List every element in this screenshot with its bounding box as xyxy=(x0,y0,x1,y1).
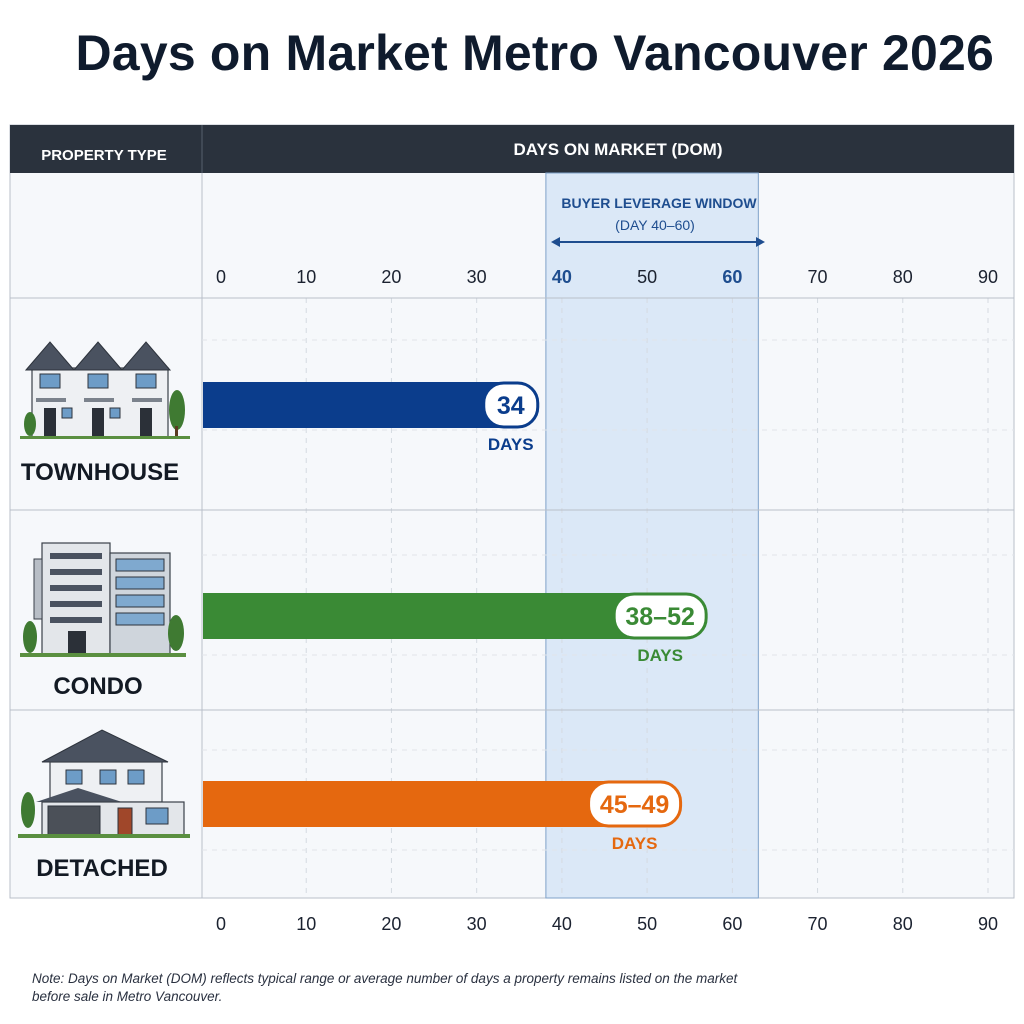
header-days-on-market: DAYS ON MARKET (DOM) xyxy=(513,140,722,159)
data-label-unit: DAYS xyxy=(637,646,683,665)
x-tick-label-bottom: 20 xyxy=(381,914,401,934)
data-label-unit: DAYS xyxy=(488,435,534,454)
header-bar xyxy=(10,125,1014,173)
x-tick-label-top: 0 xyxy=(216,267,226,287)
x-tick-label-bottom: 60 xyxy=(722,914,742,934)
buyer-leverage-window xyxy=(545,172,759,899)
condo-building-icon xyxy=(20,542,186,657)
category-label-condo: CONDO xyxy=(53,673,142,700)
header-property-type: PROPERTY TYPE xyxy=(41,147,167,164)
x-tick-label-bottom: 70 xyxy=(808,914,828,934)
x-tick-label-bottom: 80 xyxy=(893,914,913,934)
x-tick-label-top: 10 xyxy=(296,267,316,287)
leverage-window-label: BUYER LEVERAGE WINDOW xyxy=(561,195,757,211)
bar-detached xyxy=(203,781,639,827)
x-tick-label-top: 90 xyxy=(978,267,998,287)
x-tick-label-bottom: 40 xyxy=(552,914,572,934)
category-label-townhouse: TOWNHOUSE xyxy=(21,459,179,486)
x-axis-top: 0 10 20 30 40 50 60 70 80 90 xyxy=(216,267,998,287)
x-tick-label-bottom: 10 xyxy=(296,914,316,934)
x-axis-bottom: 0 10 20 30 40 50 60 70 80 90 xyxy=(216,914,998,934)
data-label-badge xyxy=(482,381,540,429)
data-label-badge xyxy=(587,780,683,828)
data-label-value: 34 xyxy=(497,392,525,420)
x-tick-label-top: 60 xyxy=(722,267,742,287)
x-tick-label-bottom: 50 xyxy=(637,914,657,934)
bars: 34 DAYS 38–52 DAYS 45–49 DAYS xyxy=(203,381,708,853)
chart-title: Days on Market Metro Vancouver 2026 xyxy=(75,25,994,81)
leverage-window-arrow xyxy=(551,237,765,247)
footnote: Note: Days on Market (DOM) reflects typi… xyxy=(32,971,738,1004)
detached-house-icon xyxy=(18,729,190,838)
x-tick-label-bottom: 90 xyxy=(978,914,998,934)
townhouse-icon xyxy=(20,341,190,439)
leverage-window-range-label: (DAY 40–60) xyxy=(615,217,695,233)
category-label-detached: DETACHED xyxy=(36,855,168,882)
chart-frame xyxy=(9,124,1015,899)
data-label-unit: DAYS xyxy=(612,834,658,853)
data-label-value: 45–49 xyxy=(600,791,670,819)
x-tick-label-top: 30 xyxy=(467,267,487,287)
x-tick-label-top: 50 xyxy=(637,267,657,287)
x-tick-label-top: 40 xyxy=(552,267,572,287)
x-tick-label-top: 70 xyxy=(808,267,828,287)
data-label-value: 38–52 xyxy=(625,603,695,631)
x-tick-label-bottom: 30 xyxy=(467,914,487,934)
data-label-badge xyxy=(612,592,708,640)
bar-townhouse xyxy=(203,382,511,428)
x-tick-label-top: 80 xyxy=(893,267,913,287)
x-tick-label-top: 20 xyxy=(381,267,401,287)
x-tick-label-bottom: 0 xyxy=(216,914,226,934)
bar-condo xyxy=(203,593,665,639)
